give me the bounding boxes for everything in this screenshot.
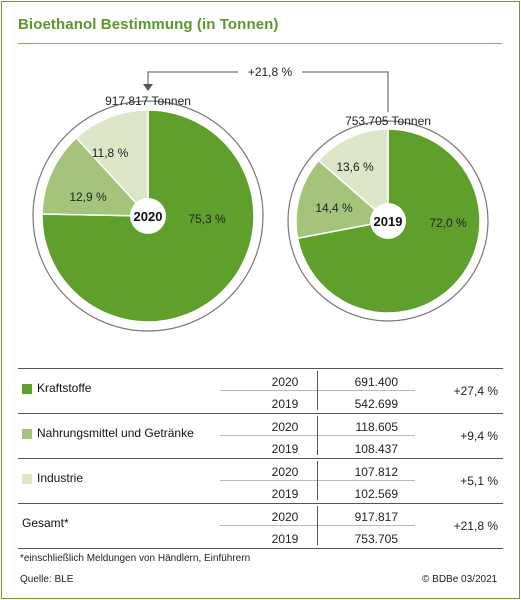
row-label: Kraftstoffe <box>37 381 92 395</box>
year-cell: 2019 <box>271 397 299 411</box>
value-cell: 542.699 <box>354 397 398 411</box>
slice-label: 14,4 % <box>315 201 353 215</box>
value-cell: 753.705 <box>354 532 398 546</box>
row-bottom-rule <box>18 458 503 459</box>
column-rule <box>317 506 318 545</box>
value-cell: 917.817 <box>354 510 398 524</box>
year-cell: 2020 <box>271 510 299 524</box>
slice-label: 12,9 % <box>69 190 107 204</box>
change-cell: +21,8 % <box>453 519 498 533</box>
value-cell: 108.437 <box>354 442 398 456</box>
year-cell: 2020 <box>271 375 299 389</box>
row-label: Industrie <box>37 471 84 485</box>
change-cell: +9,4 % <box>460 429 498 443</box>
chart-title: Bioethanol Bestimmung (in Tonnen) <box>18 16 279 33</box>
row-bottom-rule <box>18 503 503 504</box>
slice-label: 75,3 % <box>188 212 226 226</box>
change-cell: +5,1 % <box>460 474 498 488</box>
row-label: Nahrungsmittel und Getränke <box>37 426 194 440</box>
pie-year-label: 2019 <box>374 214 403 229</box>
row-bottom-rule <box>18 413 503 414</box>
pie-slice-industrie <box>317 128 389 223</box>
pie-slice-kraftstoffe <box>41 109 255 323</box>
change-cell: +27,4 % <box>453 384 498 398</box>
title-divider <box>18 43 502 44</box>
year-cell: 2020 <box>271 420 299 434</box>
legend-swatch <box>22 384 32 394</box>
column-rule <box>317 461 318 500</box>
pie-total-label: 753.705 Tonnen <box>345 114 431 128</box>
value-cell: 107.812 <box>354 465 398 479</box>
year-cell: 2020 <box>271 465 299 479</box>
value-cell: 691.400 <box>354 375 398 389</box>
pie-2019: 72,0 % 14,4 % 13,6 % 2019 753.705 Tonnen <box>287 114 489 322</box>
pie-center <box>130 198 166 234</box>
pie-slice-nahrungsmittel-und-getr-nke <box>41 136 150 217</box>
change-label: +21,8 % <box>248 65 293 79</box>
pie-2020: 75,3 % 12,9 % 11,8 % 2020 917.817 Tonnen <box>32 94 264 332</box>
pie-slice-industrie <box>75 109 149 218</box>
year-cell: 2019 <box>271 532 299 546</box>
source-note: Quelle: BLE <box>20 574 74 585</box>
pie-year-label: 2020 <box>134 209 163 224</box>
slice-label: 11,8 % <box>92 146 129 160</box>
year-cell: 2019 <box>271 442 299 456</box>
column-rule <box>317 371 318 410</box>
row-bottom-rule <box>18 548 503 549</box>
column-rule <box>317 416 318 455</box>
copyright-note: © BDBe 03/2021 <box>422 574 498 585</box>
pie-slice-nahrungsmittel-und-getr-nke <box>295 159 390 240</box>
pie-total-label: 917.817 Tonnen <box>105 94 191 108</box>
row-label: Gesamt* <box>22 516 69 530</box>
value-cell: 118.605 <box>355 420 399 434</box>
pie-center <box>370 203 406 239</box>
legend-swatch <box>22 429 32 439</box>
year-cell: 2019 <box>271 487 299 501</box>
table-top-rule <box>18 368 503 369</box>
slice-label: 13,6 % <box>336 160 374 174</box>
value-cell: 102.569 <box>354 487 398 501</box>
footnote: *einschließlich Meldungen von Händlern, … <box>20 553 251 564</box>
change-arrow-head <box>143 84 153 91</box>
slice-label: 72,0 % <box>429 216 467 230</box>
legend-swatch <box>22 474 32 484</box>
